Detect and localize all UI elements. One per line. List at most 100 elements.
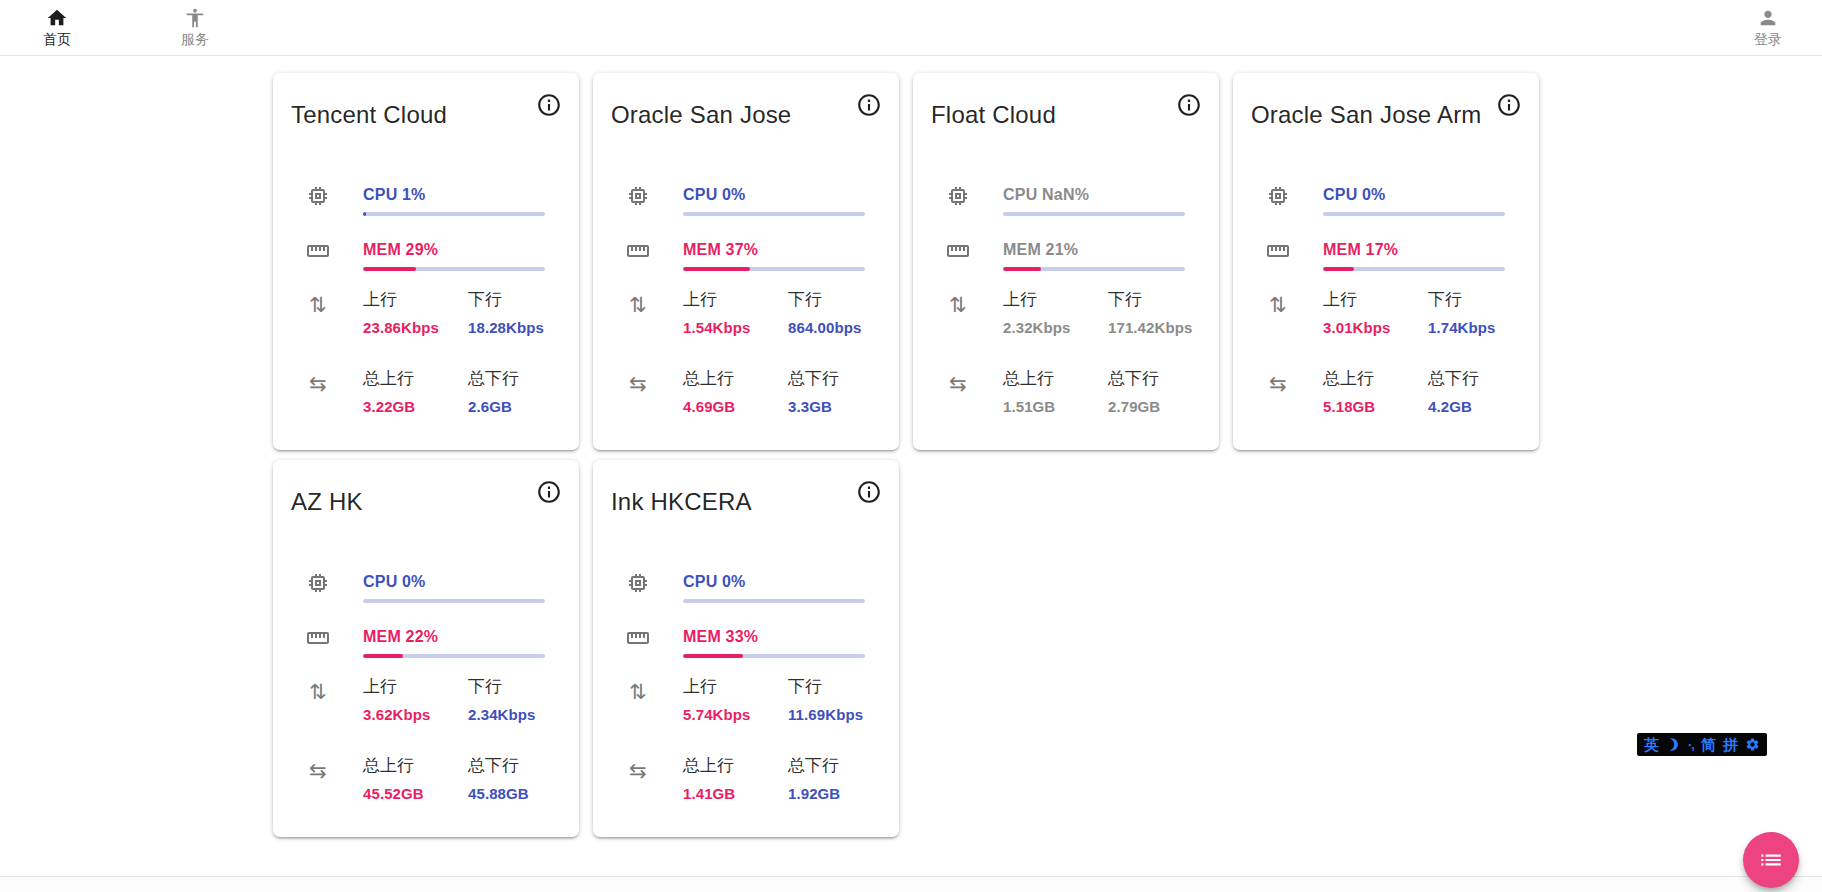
mem-usage-label: MEM 37% [683,241,865,258]
person-icon [1757,7,1779,29]
upload-speed-value: 2.32Kbps [1003,320,1107,336]
cpu-progress-fill [363,212,366,216]
mem-usage-label: MEM 29% [363,241,545,258]
cpu-usage-label: CPU 0% [683,573,865,590]
upload-speed-value: 1.54Kbps [683,320,787,336]
mem-progress-fill [363,267,416,271]
total-download-label: 总下行 [1428,370,1532,388]
upload-speed-value: 23.86Kbps [363,320,467,336]
total-upload-value: 1.41GB [683,786,787,802]
total-download-value: 2.6GB [468,399,572,415]
download-label: 下行 [788,291,892,309]
footer-divider [0,876,1822,892]
mem-progress-fill [683,267,750,271]
nav-item-label: 首页 [43,31,71,47]
mem-progress-bar [683,267,865,271]
upload-label: 上行 [1003,291,1107,309]
cpu-progress-bar [363,599,545,603]
server-card: Oracle San Jose Arm CPU 0% MEM 17% ⇅ [1233,73,1539,450]
server-cards: Tencent Cloud CPU 1% MEM 29% ⇅ [273,73,1539,837]
download-label: 下行 [1108,291,1212,309]
memory-ruler-icon [1266,239,1290,263]
settings-gear-icon[interactable] [1745,737,1760,752]
upload-label: 上行 [1323,291,1427,309]
total-upload-value: 45.52GB [363,786,467,802]
swap-vertical-icon: ⇅ [309,295,327,316]
download-label: 下行 [1428,291,1532,309]
nav-item-label: 服务 [181,31,209,47]
download-speed-value: 1.74Kbps [1428,320,1532,336]
ime-toolbar: 英 ·‚ 简 拼 [1637,733,1767,756]
total-download-label: 总下行 [468,370,572,388]
total-upload-value: 4.69GB [683,399,787,415]
mem-progress-bar [1323,267,1505,271]
info-icon[interactable] [536,92,562,118]
upload-label: 上行 [683,291,787,309]
download-speed-value: 11.69Kbps [788,707,892,723]
mem-progress-fill [1003,267,1041,271]
upload-label: 上行 [363,678,467,696]
swap-horizontal-icon: ⇆ [629,761,647,782]
download-label: 下行 [788,678,892,696]
total-download-label: 总下行 [788,757,892,775]
server-list-fab[interactable] [1743,832,1799,888]
info-icon[interactable] [856,92,882,118]
total-upload-value: 3.22GB [363,399,467,415]
mem-usage-label: MEM 33% [683,628,865,645]
cpu-chip-icon [946,184,970,208]
total-upload-label: 总上行 [683,757,787,775]
mem-progress-fill [1323,267,1354,271]
server-name: AZ HK [291,488,363,516]
server-name: Oracle San Jose Arm [1251,101,1482,129]
ime-simplified-toggle[interactable]: 简 [1701,733,1716,756]
info-icon[interactable] [1496,92,1522,118]
upload-speed-value: 5.74Kbps [683,707,787,723]
home-icon [46,7,68,29]
total-upload-value: 1.51GB [1003,399,1107,415]
info-icon[interactable] [856,479,882,505]
ime-punctuation-toggle[interactable]: ·‚ [1688,733,1694,756]
mem-progress-bar [683,654,865,658]
total-download-value: 1.92GB [788,786,892,802]
swap-vertical-icon: ⇅ [629,295,647,316]
cpu-chip-icon [1266,184,1290,208]
upload-speed-value: 3.62Kbps [363,707,467,723]
nav-item-home[interactable]: 首页 [29,7,85,47]
swap-vertical-icon: ⇅ [1269,295,1287,316]
info-icon[interactable] [1176,92,1202,118]
server-card: Ink HKCERA CPU 0% MEM 33% ⇅ [593,460,899,837]
memory-ruler-icon [306,239,330,263]
ime-pinyin-toggle[interactable]: 拼 [1723,733,1738,756]
download-speed-value: 18.28Kbps [468,320,572,336]
swap-vertical-icon: ⇅ [949,295,967,316]
total-download-value: 4.2GB [1428,399,1532,415]
swap-vertical-icon: ⇅ [309,682,327,703]
total-download-label: 总下行 [788,370,892,388]
total-upload-value: 5.18GB [1323,399,1427,415]
memory-ruler-icon [626,626,650,650]
ime-language-toggle[interactable]: 英 [1644,733,1659,756]
server-name: Ink HKCERA [611,488,752,516]
cpu-progress-bar [1003,212,1185,216]
server-card: AZ HK CPU 0% MEM 22% ⇅ 上行 [273,460,579,837]
download-label: 下行 [468,678,572,696]
info-icon[interactable] [536,479,562,505]
total-download-label: 总下行 [1108,370,1212,388]
mem-progress-bar [363,267,545,271]
accessibility-icon [184,7,206,29]
total-download-value: 3.3GB [788,399,892,415]
nav-item-login[interactable]: 登录 [1740,7,1796,47]
list-icon [1758,847,1784,873]
download-speed-value: 864.00bps [788,320,892,336]
swap-vertical-icon: ⇅ [629,682,647,703]
memory-ruler-icon [626,239,650,263]
cpu-usage-label: CPU 0% [683,186,865,203]
cpu-usage-label: CPU 0% [363,573,545,590]
moon-icon[interactable] [1666,737,1681,752]
swap-horizontal-icon: ⇆ [309,761,327,782]
server-card: Float Cloud CPU NaN% MEM 21% ⇅ [913,73,1219,450]
cpu-chip-icon [306,184,330,208]
cpu-chip-icon [626,184,650,208]
nav-item-services[interactable]: 服务 [167,7,223,47]
server-name: Float Cloud [931,101,1056,129]
